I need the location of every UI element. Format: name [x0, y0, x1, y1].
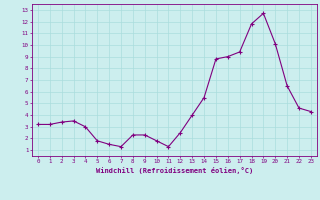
X-axis label: Windchill (Refroidissement éolien,°C): Windchill (Refroidissement éolien,°C) — [96, 167, 253, 174]
